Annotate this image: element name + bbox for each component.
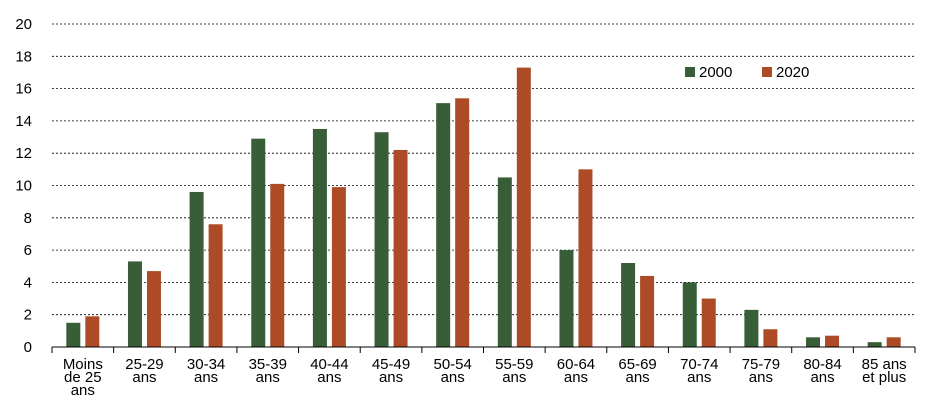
bar-2000 xyxy=(66,322,81,347)
x-tick-label-line: ans xyxy=(749,369,773,386)
y-tick-label: 14 xyxy=(15,113,32,130)
bar-2020 xyxy=(640,275,655,347)
x-tick-label-line: ans xyxy=(317,369,341,386)
y-tick-label: 16 xyxy=(15,81,32,98)
bar-2000 xyxy=(682,282,697,347)
legend-label: 2020 xyxy=(776,64,809,81)
x-tick-label: 50-54 ans xyxy=(433,356,471,386)
y-tick-label: 0 xyxy=(24,339,32,356)
y-tick-label: 18 xyxy=(15,48,32,65)
bar-2020 xyxy=(763,329,778,347)
x-tick-label-line: 40-44 xyxy=(310,356,348,373)
x-tick-label-line: 85 ans xyxy=(862,356,907,373)
x-tick-label: 55-59 ans xyxy=(495,356,533,386)
bar-2000 xyxy=(621,263,636,347)
x-tick-label-line: 70-74 xyxy=(680,356,718,373)
bar-2000 xyxy=(744,309,759,347)
x-tick-label-line: 50-54 xyxy=(433,356,471,373)
y-tick-label: 10 xyxy=(15,178,32,195)
x-tick-label-line: 80-84 xyxy=(803,356,841,373)
x-tick-label-line: 60-64 xyxy=(557,356,595,373)
bar-2020 xyxy=(886,337,901,347)
bar-2020 xyxy=(825,335,840,347)
bar-2000 xyxy=(251,138,266,347)
bar-2000 xyxy=(436,103,451,347)
x-tick-label: Moins de 25 ans xyxy=(63,356,103,399)
bar-2020 xyxy=(85,316,100,347)
x-tick-label: 85 ans et plus xyxy=(862,356,907,386)
y-tick-label: 4 xyxy=(24,274,32,291)
bar-2000 xyxy=(497,177,512,347)
x-tick-label-line: 45-49 xyxy=(372,356,410,373)
x-tick-label-line: 65-69 xyxy=(618,356,656,373)
y-tick-label: 12 xyxy=(15,145,32,162)
x-tick-label-line: ans xyxy=(256,369,280,386)
x-tick-label: 45-49 ans xyxy=(372,356,410,386)
y-tick-label: 2 xyxy=(24,307,32,324)
bar-2020 xyxy=(331,187,346,347)
bar-2000 xyxy=(806,337,821,347)
bars xyxy=(66,67,901,347)
x-tick-label-line: ans xyxy=(687,369,711,386)
bar-2000 xyxy=(127,261,142,347)
x-tick-label-line: 75-79 xyxy=(742,356,780,373)
x-tick-label-line: 55-59 xyxy=(495,356,533,373)
legend: 2000 2020 xyxy=(685,64,809,81)
x-tick-label-line: ans xyxy=(810,369,834,386)
x-tick-label: 25-29 ans xyxy=(125,356,163,386)
x-tick-label-line: 35-39 xyxy=(249,356,287,373)
x-tick-label-line: ans xyxy=(564,369,588,386)
x-tick-label-line: Moins xyxy=(63,356,103,373)
x-tick-label-line: 25-29 xyxy=(125,356,163,373)
bar-2020 xyxy=(455,98,470,347)
bar-2020 xyxy=(701,298,716,347)
bar-2020 xyxy=(578,169,593,347)
bar-2000 xyxy=(189,191,204,347)
x-tick-label: 70-74 ans xyxy=(680,356,718,386)
x-tick-label: 65-69 ans xyxy=(618,356,656,386)
x-tick-label: 80-84 ans xyxy=(803,356,841,386)
x-axis xyxy=(51,346,916,353)
x-tick-label-line: 30-34 xyxy=(187,356,225,373)
bar-2020 xyxy=(516,67,531,347)
x-tick-label-line: ans xyxy=(379,369,403,386)
x-tick-label: 60-64 ans xyxy=(557,356,595,386)
x-tick-label: 40-44 ans xyxy=(310,356,348,386)
x-tick-label-line: ans xyxy=(71,382,95,399)
y-tick-label: 20 xyxy=(15,16,32,33)
y-tick-label: 6 xyxy=(24,242,32,259)
x-tick-label: 30-34 ans xyxy=(187,356,225,386)
y-tick-label: 8 xyxy=(24,210,32,227)
x-tick-label-line: ans xyxy=(502,369,526,386)
legend-swatch-2020 xyxy=(762,67,772,77)
x-tick-label-line: ans xyxy=(194,369,218,386)
x-tick-label: 75-79 ans xyxy=(742,356,780,386)
bar-2020 xyxy=(270,183,285,347)
x-tick-label-line: ans xyxy=(626,369,650,386)
bar-2020 xyxy=(393,149,408,347)
x-tick-label-line: et plus xyxy=(862,369,906,386)
bar-2000 xyxy=(867,342,882,347)
bar-2020 xyxy=(208,224,223,347)
bar-2000 xyxy=(374,132,389,347)
bar-2000 xyxy=(312,128,327,347)
bar-2000 xyxy=(559,250,574,347)
legend-swatch-2000 xyxy=(685,67,695,77)
x-tick-label: 35-39 ans xyxy=(249,356,287,386)
y-axis-ticks: 0 2 4 6 8 10 12 14 16 18 20 xyxy=(15,16,32,356)
x-tick-label-line: ans xyxy=(132,369,156,386)
bar-2020 xyxy=(146,271,161,347)
x-tick-label-line: de 25 xyxy=(64,369,102,386)
x-tick-label-line: ans xyxy=(441,369,465,386)
legend-label: 2000 xyxy=(699,64,732,81)
